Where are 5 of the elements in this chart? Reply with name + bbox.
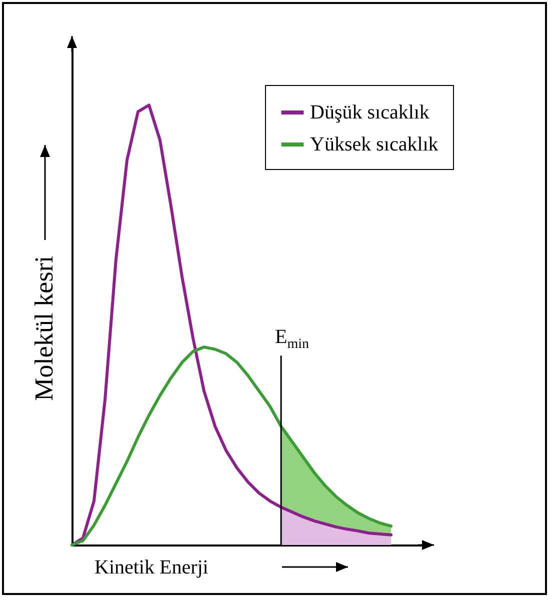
legend-label: Düşük sıcaklık (310, 102, 430, 124)
y-axis-title: Molekül kesri (30, 256, 58, 401)
legend-label: Yüksek sıcaklık (310, 134, 438, 156)
x-axis-title: Kinetik Enerji (94, 556, 209, 578)
annotation: E$_{min}$ (275, 326, 310, 353)
